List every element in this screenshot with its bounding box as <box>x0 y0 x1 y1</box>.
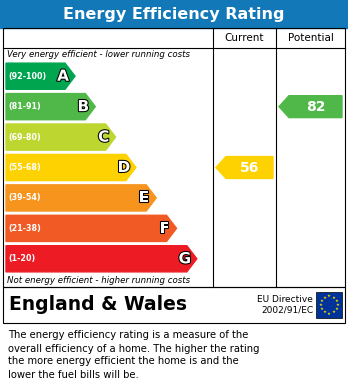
Text: A: A <box>57 69 69 84</box>
Text: (1-20): (1-20) <box>8 254 35 263</box>
Text: ★: ★ <box>335 303 340 307</box>
Text: Current: Current <box>225 33 264 43</box>
Text: (92-100): (92-100) <box>8 72 46 81</box>
Text: The energy efficiency rating is a measure of the: The energy efficiency rating is a measur… <box>8 330 248 341</box>
Text: E: E <box>139 190 149 205</box>
Text: G: G <box>179 251 191 266</box>
Text: overall efficiency of a home. The higher the rating: overall efficiency of a home. The higher… <box>8 344 260 353</box>
Text: ★: ★ <box>327 312 331 316</box>
Polygon shape <box>6 154 136 181</box>
Text: 56: 56 <box>240 160 259 174</box>
Text: ★: ★ <box>331 296 335 300</box>
Bar <box>3 28 345 287</box>
Text: ★: ★ <box>331 310 335 314</box>
Text: (39-54): (39-54) <box>8 194 41 203</box>
Polygon shape <box>6 215 176 241</box>
Polygon shape <box>6 63 75 89</box>
Text: EU Directive: EU Directive <box>257 296 313 305</box>
Text: ★: ★ <box>319 299 324 303</box>
Text: 2002/91/EC: 2002/91/EC <box>261 305 313 314</box>
Text: ★: ★ <box>318 303 322 307</box>
Text: F: F <box>159 221 170 236</box>
Text: ★: ★ <box>327 294 331 298</box>
Bar <box>0 0 348 28</box>
Text: Energy Efficiency Rating: Energy Efficiency Rating <box>63 7 285 22</box>
Bar <box>316 292 342 318</box>
Text: Very energy efficient - lower running costs: Very energy efficient - lower running co… <box>7 50 190 59</box>
Text: ★: ★ <box>334 307 338 311</box>
Text: Not energy efficient - higher running costs: Not energy efficient - higher running co… <box>7 276 190 285</box>
Polygon shape <box>6 246 197 272</box>
Text: (21-38): (21-38) <box>8 224 41 233</box>
Polygon shape <box>6 93 95 120</box>
Polygon shape <box>279 96 342 118</box>
Text: lower the fuel bills will be.: lower the fuel bills will be. <box>8 369 139 380</box>
Text: ★: ★ <box>334 299 338 303</box>
Text: (55-68): (55-68) <box>8 163 41 172</box>
Bar <box>3 287 345 323</box>
Text: 82: 82 <box>306 100 325 114</box>
Text: B: B <box>78 99 89 114</box>
Text: England & Wales: England & Wales <box>9 296 187 314</box>
Text: ★: ★ <box>323 296 327 300</box>
Text: ★: ★ <box>319 307 324 311</box>
Text: D: D <box>118 160 130 175</box>
Polygon shape <box>6 185 156 211</box>
Text: the more energy efficient the home is and the: the more energy efficient the home is an… <box>8 357 239 366</box>
Text: (81-91): (81-91) <box>8 102 41 111</box>
Text: ★: ★ <box>323 310 327 314</box>
Text: Potential: Potential <box>287 33 333 43</box>
Polygon shape <box>216 156 273 178</box>
Polygon shape <box>6 124 116 150</box>
Text: C: C <box>98 129 109 145</box>
Text: (69-80): (69-80) <box>8 133 41 142</box>
